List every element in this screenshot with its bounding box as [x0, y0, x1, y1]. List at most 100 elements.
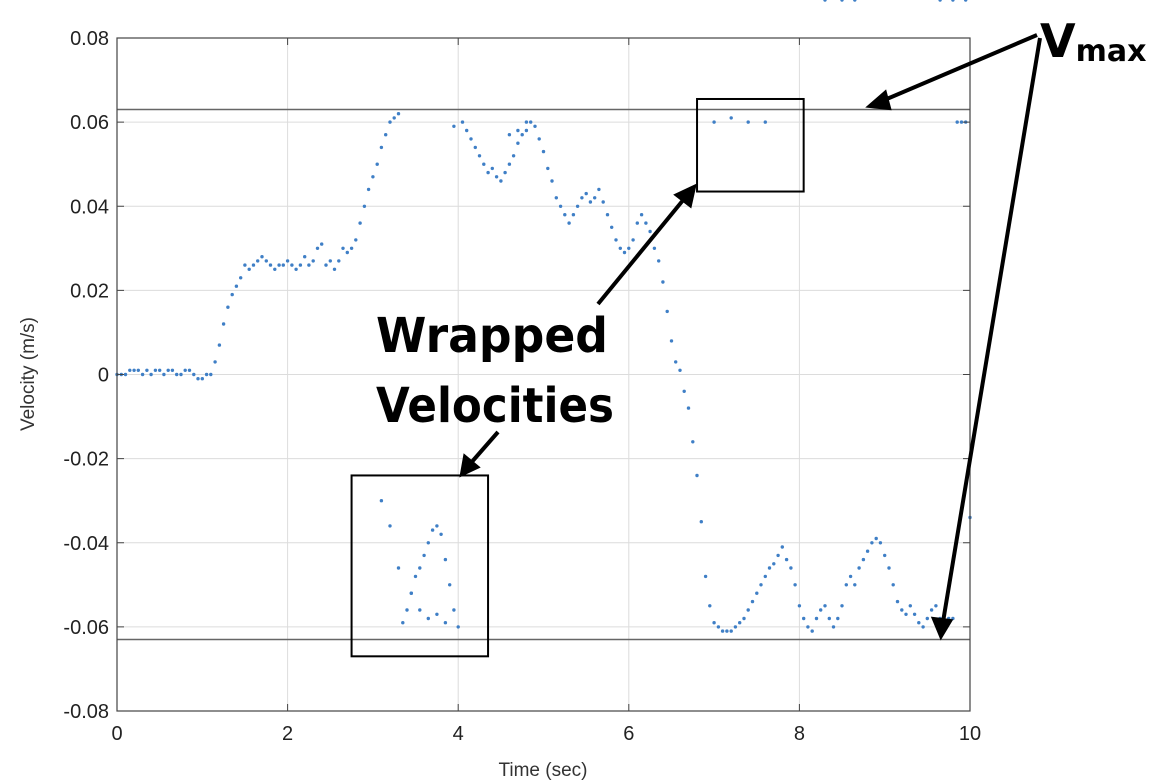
data-point	[401, 621, 405, 625]
data-point	[929, 608, 934, 612]
data-point	[605, 213, 610, 217]
data-point	[452, 608, 456, 612]
data-point	[691, 440, 695, 444]
data-point	[840, 604, 844, 608]
data-point	[571, 213, 576, 217]
x-tick-label: 2	[282, 723, 293, 745]
data-point	[912, 612, 917, 616]
data-point	[396, 112, 401, 116]
data-point	[823, 604, 827, 608]
data-point	[725, 629, 729, 633]
data-point	[541, 149, 546, 154]
vmax-arrow-bottom-head	[930, 616, 954, 641]
data-point	[784, 557, 789, 562]
data-point	[819, 608, 823, 612]
data-point	[844, 583, 848, 587]
data-point	[767, 566, 772, 570]
data-point	[848, 574, 853, 579]
wrapped-label-line1: Wrapped	[376, 308, 608, 364]
wrapped-arrow-up-head	[673, 183, 697, 209]
data-point	[746, 120, 750, 124]
data-point	[379, 145, 384, 150]
tick-marks	[116, 37, 971, 712]
data-point	[712, 621, 716, 625]
data-point	[588, 200, 593, 204]
x-axis-title: Time (sec)	[498, 760, 587, 781]
data-point	[520, 133, 524, 137]
data-point	[264, 259, 268, 263]
data-point	[298, 263, 303, 267]
data-point	[789, 566, 793, 570]
data-point	[934, 604, 938, 608]
data-point	[712, 120, 716, 124]
data-point	[870, 541, 874, 545]
wrapped-velocity-box	[696, 97, 805, 193]
data-point	[456, 625, 460, 629]
data-point	[831, 625, 836, 629]
data-point	[187, 368, 192, 372]
data-point	[904, 612, 908, 616]
data-point	[290, 263, 294, 267]
wrapped-arrow-down	[468, 430, 500, 466]
data-point	[247, 267, 251, 271]
data-point	[409, 591, 413, 595]
data-point	[951, 0, 955, 2]
data-point	[648, 229, 652, 234]
data-point	[733, 625, 738, 629]
data-point	[426, 616, 430, 621]
data-point	[755, 591, 759, 595]
data-point	[384, 133, 388, 137]
data-point	[268, 263, 273, 267]
wrapped-velocity-box	[350, 474, 490, 658]
data-point	[716, 625, 721, 629]
data-point	[349, 246, 354, 250]
data-point	[639, 213, 644, 217]
data-point	[908, 604, 912, 608]
data-point	[196, 377, 200, 381]
data-point	[324, 263, 328, 267]
data-point	[836, 616, 840, 621]
data-point	[584, 191, 588, 196]
data-point	[175, 372, 179, 377]
vmax-annotation: Vmax	[1040, 14, 1146, 69]
data-point	[652, 246, 657, 250]
data-point	[921, 625, 925, 629]
data-point	[179, 372, 183, 377]
data-point	[814, 616, 819, 621]
y-tick-label: 0.06	[70, 112, 109, 134]
data-point	[900, 608, 904, 612]
data-point	[209, 372, 213, 377]
data-point	[554, 196, 558, 200]
data-point	[627, 246, 631, 250]
data-point	[379, 499, 384, 503]
x-tick-label: 4	[453, 723, 464, 745]
wrapped-label-line2: Velocities	[376, 378, 614, 434]
data-point	[806, 625, 810, 629]
data-point	[763, 574, 767, 579]
data-point	[490, 166, 494, 171]
data-point	[674, 360, 678, 364]
data-point	[695, 473, 699, 478]
data-point	[354, 238, 358, 242]
data-point	[955, 120, 959, 124]
data-point	[149, 372, 153, 377]
data-point	[315, 246, 320, 250]
data-point	[183, 368, 187, 372]
data-point	[644, 221, 648, 225]
data-point	[307, 263, 311, 267]
data-point	[303, 255, 307, 259]
data-point	[708, 604, 712, 608]
y-tick-label: -0.04	[63, 533, 109, 555]
data-point	[802, 616, 806, 621]
data-point	[759, 583, 763, 587]
data-point	[665, 309, 669, 314]
data-point	[959, 120, 964, 124]
y-tick-label: 0.08	[70, 28, 109, 50]
data-point	[140, 372, 145, 377]
data-point	[883, 553, 887, 558]
data-point	[273, 267, 277, 271]
data-point	[686, 406, 691, 410]
data-point	[857, 566, 861, 570]
data-point	[435, 612, 439, 616]
data-point	[524, 120, 529, 124]
